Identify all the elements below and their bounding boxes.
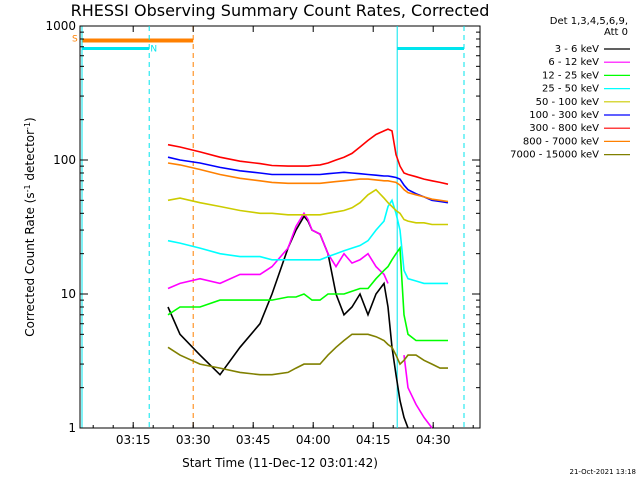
legend-label: 300 - 800 keV <box>529 123 599 134</box>
x-tick-label: 03:45 <box>236 433 271 447</box>
legend-header-line1: Det 1,3,4,5,6,9, <box>550 16 628 27</box>
legend-label: 800 - 7000 keV <box>523 136 599 147</box>
series-line-4 <box>167 188 448 226</box>
y-tick-label: 1000 <box>45 19 76 33</box>
y-tick-label: 100 <box>53 153 76 167</box>
legend-label: 3 - 6 keV <box>555 44 599 55</box>
legend-label: 12 - 25 keV <box>542 70 599 81</box>
series-line-5 <box>167 156 449 204</box>
y-tick-label: 1 <box>68 421 76 435</box>
series-line-1 <box>167 211 433 429</box>
series-line-2 <box>167 245 448 342</box>
series-line-8 <box>167 333 448 376</box>
legend-label: 7000 - 15000 keV <box>510 150 599 161</box>
series-line-3 <box>167 198 448 285</box>
chart-title: RHESSI Observing Summary Count Rates, Co… <box>71 1 490 20</box>
y-axis-label-part1: Corrected Count Rate (s <box>23 192 37 336</box>
y-axis-label-part3: ) <box>23 117 37 122</box>
legend-label: 100 - 300 keV <box>529 110 599 121</box>
legend-label: 25 - 50 keV <box>542 84 599 95</box>
y-tick-label: 10 <box>61 287 76 301</box>
x-tick-label: 04:15 <box>356 433 391 447</box>
series-line-7 <box>167 162 449 203</box>
legend-label: 50 - 100 keV <box>536 97 600 108</box>
x-tick-label: 04:30 <box>416 433 451 447</box>
saa-marker-label: S <box>72 34 78 44</box>
y-axis-label-sup1: -1 <box>23 184 32 192</box>
y-axis-label-part2: detector <box>23 130 37 185</box>
x-tick-label: 03:15 <box>116 433 151 447</box>
series-line-6 <box>167 128 449 185</box>
y-axis-label-sup2: -1 <box>23 122 32 130</box>
x-tick-label: 04:00 <box>296 433 331 447</box>
legend-label: 6 - 12 keV <box>548 57 599 68</box>
plot-frame <box>79 25 481 429</box>
y-axis-label: Corrected Count Rate (s-1 detector-1) <box>23 117 38 336</box>
legend-header-line2: Att 0 <box>604 27 628 38</box>
night-marker-label: N <box>150 44 157 54</box>
timestamp: 21-Oct-2021 13:18 <box>570 468 636 476</box>
x-axis-label: Start Time (11-Dec-12 03:01:42) <box>182 456 378 470</box>
x-tick-label: 03:30 <box>176 433 211 447</box>
